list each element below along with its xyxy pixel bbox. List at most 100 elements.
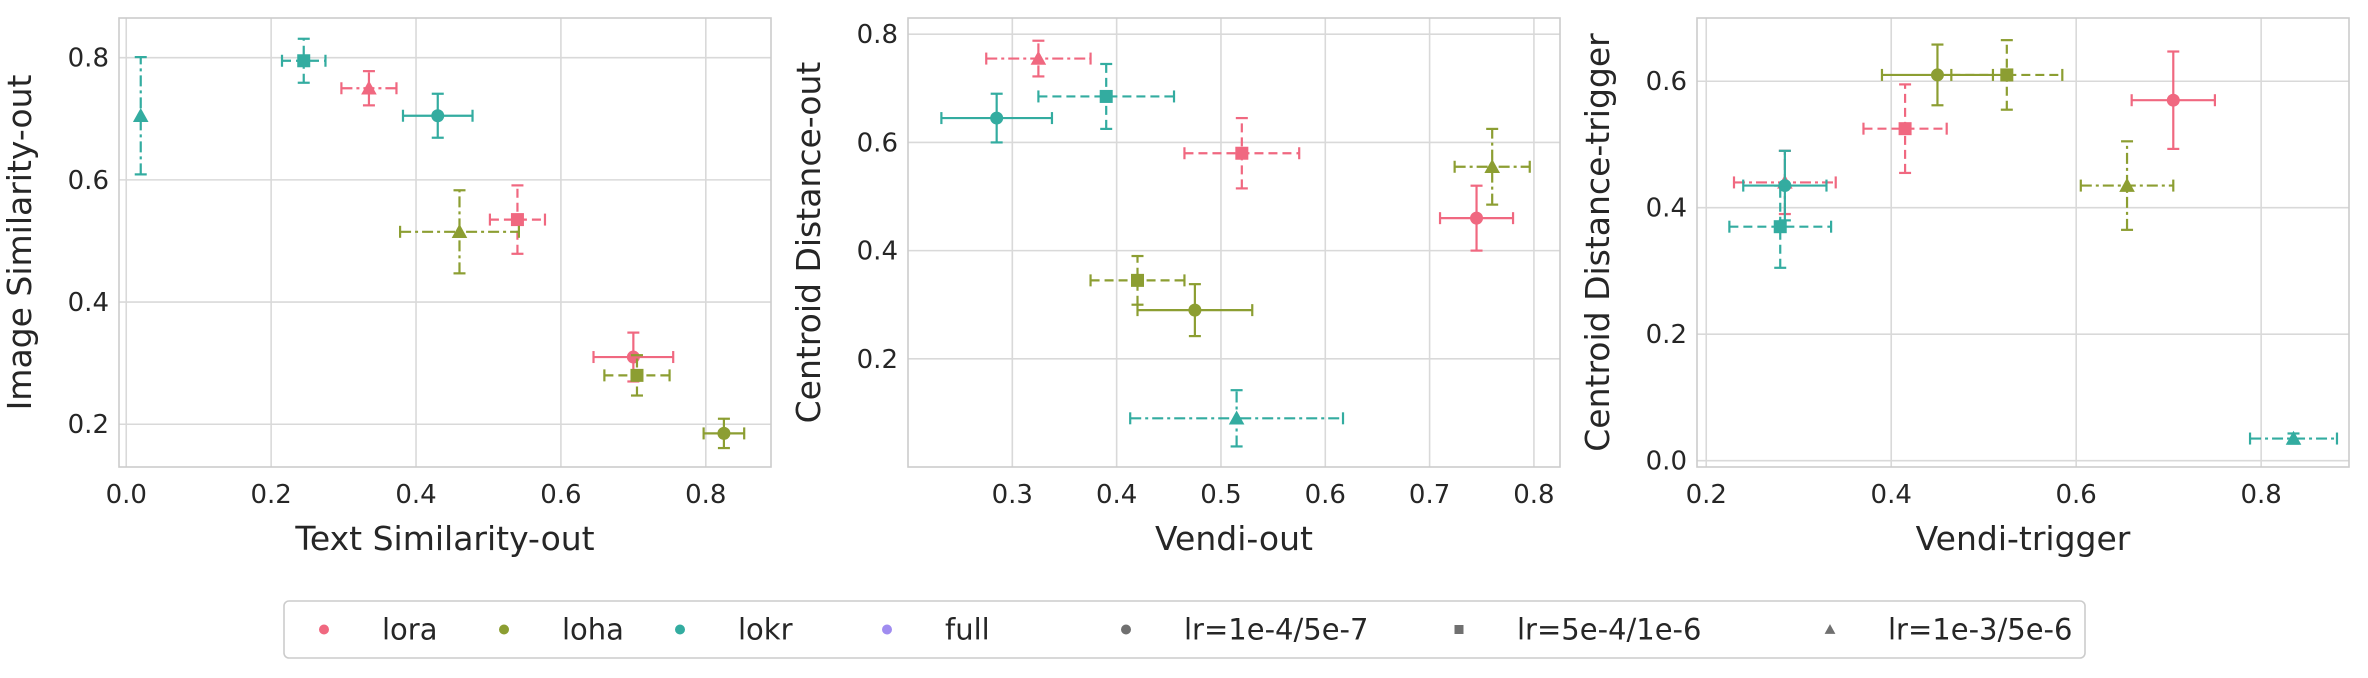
data-point-lora <box>1862 83 1948 175</box>
y-tick-label: 0.2 <box>68 410 109 440</box>
data-point-lora <box>1438 184 1515 252</box>
subplot-3: 0.2 0.4 0.6 0.80.00.20.40.6Vendi-triggerCen… <box>1578 17 2350 558</box>
legend-box <box>283 600 2086 659</box>
data-point-lora <box>2130 50 2217 151</box>
data-point-lokr <box>280 37 327 84</box>
x-tick-label: 0.5 <box>1200 480 1241 510</box>
legend-item: loha <box>499 613 624 647</box>
data-point-loha <box>1089 254 1186 306</box>
data-point-lokr <box>940 92 1054 144</box>
data-point-lora <box>1183 116 1301 190</box>
legend-label: lora <box>382 613 438 647</box>
y-tick-label: 0.4 <box>857 237 898 267</box>
circle-marker <box>1188 303 1202 317</box>
data-point-loha <box>1880 43 1995 107</box>
data-point-lora <box>985 39 1092 78</box>
plot-frame <box>1696 17 2350 468</box>
triangle-marker <box>361 80 377 95</box>
legend-marker <box>882 624 892 635</box>
data-point-loha <box>1453 127 1531 206</box>
x-axis-title: Text Similarity-out <box>294 519 594 558</box>
square-marker <box>630 368 644 382</box>
data-point-loha <box>1136 283 1254 338</box>
y-axis-title: Centroid Distance-out <box>789 62 828 424</box>
legend-item: lr=5e-4/1e-6 <box>1454 613 1701 647</box>
x-tick-label: 0.7 <box>1409 480 1450 510</box>
data-point-lokr <box>1129 389 1345 448</box>
data-point-lokr <box>1037 62 1176 130</box>
circle-marker <box>1930 68 1944 82</box>
y-tick-label: 0.4 <box>1646 194 1687 224</box>
y-axis-title: Image Similarity-out <box>0 75 39 411</box>
y-tick-label: 0.4 <box>68 288 109 318</box>
data-point-loha <box>2079 140 2175 231</box>
x-tick-label: 0.0 <box>106 480 147 510</box>
data-point-lokr <box>401 92 474 139</box>
legend-label: full <box>945 613 990 647</box>
circle-marker <box>990 111 1004 125</box>
legend-label: lr=1e-3/5e-6 <box>1888 613 2072 647</box>
square-marker <box>1235 146 1249 160</box>
x-tick-label: 0.2 <box>250 480 291 510</box>
triangle-marker <box>1030 50 1047 65</box>
triangle-marker <box>132 107 149 122</box>
x-tick-label: 0.2 <box>1686 480 1727 510</box>
y-tick-label: 0.8 <box>857 20 898 50</box>
square-marker <box>1773 220 1787 234</box>
square-marker <box>510 213 524 227</box>
legend-marker <box>1121 624 1131 635</box>
subplots: 0.0 0.2 0.4 0.6 0.8 0.2 0.4 0.6 0.8 Text Similari… <box>0 17 2350 558</box>
y-tick-label: 0.2 <box>1646 320 1687 350</box>
subplot-2: 0.3 0.4 0.5 0.6 0.7 0.8 0.2 0.4 0.6 0.8 Vendi-out C… <box>789 17 1561 558</box>
y-axis-title: Centroid Distance-trigger <box>1578 33 1617 452</box>
legend-label: lokr <box>738 613 793 647</box>
data-point-lokr <box>1728 184 1833 269</box>
legend-item: lr=1e-4/5e-7 <box>1121 613 1368 647</box>
triangle-marker <box>2285 430 2302 445</box>
legend: lora loha lokr full lr=1e-4/5e-7 lr=5e-4/1e-6… <box>283 600 2086 659</box>
data-point-loha <box>603 354 671 397</box>
square-marker <box>1099 89 1113 103</box>
legend-marker <box>319 624 329 635</box>
subplot-1: 0.0 0.2 0.4 0.6 0.8 0.2 0.4 0.6 0.8 Text Similari… <box>0 17 772 558</box>
y-tick-label: 0.6 <box>68 166 109 196</box>
x-tick-label: 0.3 <box>992 480 1033 510</box>
triangle-marker <box>2119 177 2135 192</box>
data-point-lokr <box>2248 430 2339 445</box>
legend-label: loha <box>562 613 624 647</box>
data-point-lokr <box>132 55 149 176</box>
triangle-marker <box>451 224 468 239</box>
square-marker <box>1898 122 1912 136</box>
x-tick-label: 0.6 <box>1305 480 1346 510</box>
legend-item: lr=1e-3/5e-6 <box>1824 613 2072 647</box>
y-tick-label: 0.8 <box>68 44 109 74</box>
square-marker <box>1131 273 1145 287</box>
data-point-lora <box>488 184 547 255</box>
x-tick-label: 0.8 <box>685 480 726 510</box>
x-tick-label: 0.4 <box>1096 480 1137 510</box>
legend-marker <box>1824 624 1836 634</box>
data-point-loha <box>702 417 746 450</box>
x-tick-label: 0.4 <box>1871 480 1912 510</box>
x-tick-label: 0.6 <box>2055 480 2096 510</box>
plot-frame <box>907 17 1561 468</box>
legend-item: lokr <box>675 613 793 647</box>
circle-marker <box>717 426 731 440</box>
x-axis-title: Vendi-trigger <box>1916 519 2131 558</box>
y-tick-label: 0.2 <box>857 345 898 375</box>
legend-marker <box>499 624 509 635</box>
circle-marker <box>1470 211 1484 225</box>
square-marker <box>2000 68 2014 82</box>
data-point-loha <box>1950 39 2064 111</box>
x-tick-label: 0.4 <box>395 480 436 510</box>
legend-marker <box>675 624 685 635</box>
square-marker <box>297 54 311 68</box>
data-point-loha <box>398 189 520 275</box>
triangle-marker <box>1484 158 1500 174</box>
x-axis-title: Vendi-out <box>1155 519 1313 558</box>
legend-marker <box>1454 625 1464 634</box>
data-point-lora <box>340 70 398 107</box>
legend-item: full <box>882 613 990 647</box>
circle-marker <box>431 109 445 123</box>
